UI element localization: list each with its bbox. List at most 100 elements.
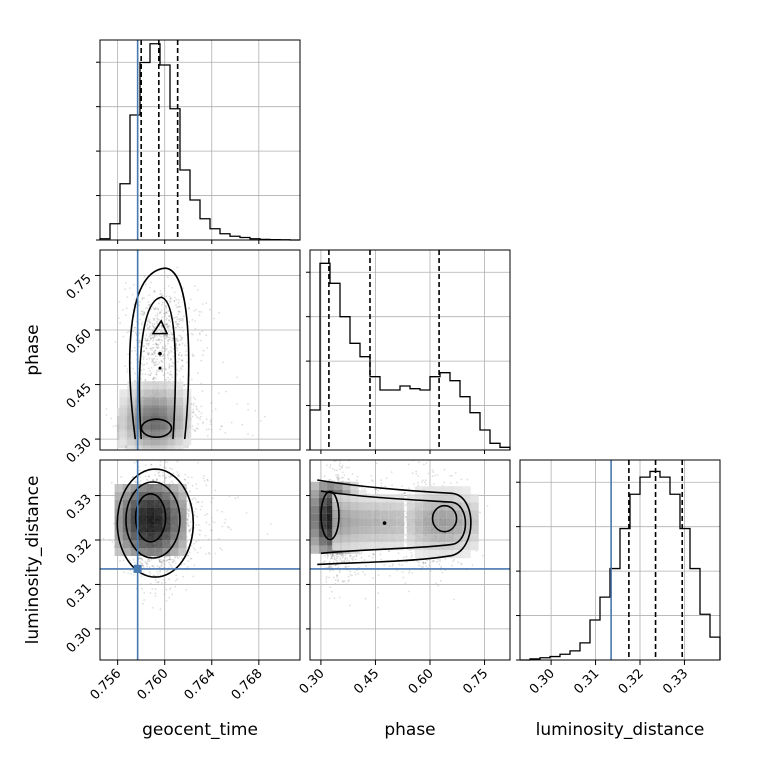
density-cell [143,381,152,390]
density-cell [130,548,139,556]
sample-point [178,318,180,321]
sample-point [168,596,171,599]
density-cell [146,484,155,492]
sample-point [143,350,145,353]
sample-point [155,321,158,324]
sample-point [161,562,163,565]
sample-point [159,289,162,292]
sample-point [152,325,155,328]
sample-point [165,323,168,326]
sample-point [356,479,358,482]
sample-point [143,599,146,601]
sample-point [341,464,344,467]
sample-point [177,313,180,316]
sample-point [181,365,183,368]
sample-point [158,334,161,337]
sample-point [218,538,221,540]
sample-point [173,560,176,562]
sample-point [156,344,159,347]
sample-point [405,516,408,519]
sample-point [148,326,151,328]
sample-point [218,311,221,314]
sample-point [151,360,154,362]
sample-point [152,479,154,482]
density-cell [138,548,147,556]
sample-point [417,475,420,477]
sample-point [185,350,187,352]
sample-point [343,580,346,583]
sample-point [201,501,204,503]
sample-point [343,560,346,563]
density-cell [178,540,187,548]
sample-point [131,476,134,479]
density-cell [138,500,147,508]
sample-point [353,571,356,574]
sample-point [186,500,189,503]
sample-point [197,461,199,464]
sample-point [176,555,178,558]
joint-panel-geocent_time-phase [99,249,301,451]
sample-point [182,375,185,378]
sample-point [192,396,195,399]
sample-point [200,382,203,385]
sample-point [329,478,332,481]
sample-point [168,558,170,561]
sample-point [151,587,154,590]
sample-point [171,333,174,335]
sample-point [208,523,211,526]
density-cell [119,413,128,422]
sample-point [210,529,212,532]
sample-point [143,311,146,314]
sample-point [439,560,441,563]
density-cell [146,540,155,548]
sample-point [187,307,190,310]
sample-point [195,540,198,543]
sample-point [324,555,326,557]
sample-point [179,318,182,320]
sample-point [169,370,172,373]
sample-point [167,340,170,343]
sample-point [188,510,190,513]
sample-point [134,379,136,382]
sample-point [167,324,169,327]
sample-point [159,460,162,463]
sample-point [140,378,143,381]
density-cell [159,421,168,430]
sample-point [161,331,164,333]
sample-point [169,558,172,561]
sample-point [334,564,337,567]
sample-point [141,587,144,590]
sample-point [141,297,144,299]
sample-point [230,421,233,424]
sample-point [188,509,190,512]
density-cell [167,429,176,438]
sample-point [174,296,176,299]
sample-point [120,475,123,478]
density-cell [175,405,184,414]
sample-point [124,314,127,317]
sample-point [156,478,159,480]
sample-point [190,332,193,335]
sample-point [176,347,178,350]
sample-point [197,372,200,375]
sample-point [188,307,191,310]
sample-point [151,359,154,362]
sample-point [177,299,180,301]
sample-point [171,480,173,483]
sample-point [155,343,158,346]
sample-point [162,347,165,350]
sample-point [424,479,427,482]
sample-point [156,331,158,333]
density-cell [167,405,176,414]
sample-point [154,334,157,337]
density-cell [183,437,192,446]
density-cell [175,437,184,446]
sample-point [325,578,328,580]
sample-point [377,489,380,492]
sample-point [176,339,178,342]
sample-point [162,456,164,458]
sample-point [172,482,174,485]
sample-point [337,473,339,476]
sample-point [152,336,155,339]
sample-point [423,463,425,466]
